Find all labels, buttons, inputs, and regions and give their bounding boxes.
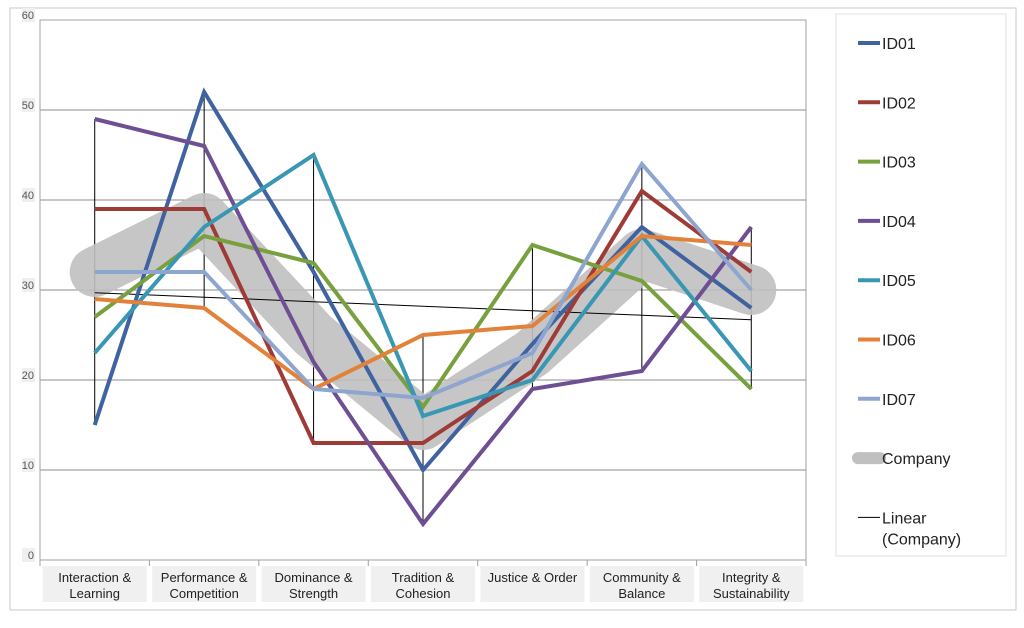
series-id07-line — [94, 160, 753, 401]
y-tick-bg — [22, 278, 35, 292]
x-tick-label-performance-competition: Performance & Competition — [161, 570, 248, 601]
y-tick-label: 20 — [22, 370, 34, 382]
legend-label-id01: ID01 — [882, 36, 916, 53]
x-tick-label-tradition-cohesion: Tradition & Cohesion — [392, 570, 455, 601]
x-tick-bg — [589, 566, 694, 602]
x-tick-label-interaction-learning: Interaction & Learning — [58, 570, 131, 601]
x-tick-bg — [699, 566, 804, 602]
legend-label-id03: ID03 — [882, 155, 916, 172]
y-tick-bg — [22, 98, 35, 112]
y-tick-bg — [22, 8, 35, 22]
series-id06-line — [94, 233, 752, 392]
series-id02-line — [94, 188, 753, 445]
legend-box — [835, 13, 1007, 557]
series-id04-line — [94, 117, 753, 528]
x-tick-label-dominance-strength: Dominance & Strength — [275, 570, 353, 601]
series-id01-line — [92, 87, 753, 474]
trendline-series — [94, 292, 752, 321]
legend-label-id04: ID04 — [882, 214, 916, 231]
company-series — [69, 193, 777, 450]
x-tick-bg — [371, 566, 475, 602]
x-tick-bg — [480, 566, 585, 602]
y-tick-bg — [22, 368, 35, 382]
y-tick-bg — [22, 458, 35, 472]
series-trendline-line — [94, 292, 752, 321]
y-tick-label: 0 — [28, 550, 34, 562]
y-tick-label: 10 — [22, 460, 34, 472]
legend-label-company: Company — [882, 451, 950, 468]
series-company-line — [69, 193, 777, 450]
series-lines — [92, 87, 753, 528]
y-tick-label: 50 — [22, 100, 34, 112]
x-tick-bg — [42, 566, 147, 602]
x-axis-ticks: Interaction & Learning Performance & Compet… — [39, 560, 807, 602]
y-tick-label: 40 — [22, 190, 34, 202]
legend-label-trendline: Linear (Company) — [882, 510, 961, 548]
y-tick-bg — [22, 548, 35, 562]
y-tick-bg — [22, 188, 35, 202]
y-axis-ticks: 0 10 20 30 40 50 60 — [22, 8, 35, 562]
y-tick-label: 60 — [22, 10, 34, 22]
y-tick-label: 30 — [22, 280, 34, 292]
legend-label-id07: ID07 — [882, 392, 916, 409]
x-tick-bg — [261, 566, 366, 602]
series-id03-line — [93, 233, 753, 411]
x-tick-label-community-balance: Community & Balance — [603, 570, 681, 601]
legend-label-id02: ID02 — [882, 95, 916, 112]
x-tick-label-justice-order: Justice & Order — [488, 570, 578, 585]
x-tick-label-integrity-sustainability: Integrity & Sustainability — [713, 570, 790, 601]
legend-label-id05: ID05 — [882, 273, 916, 290]
legend: ID01 ID02 ID03 ID04 ID05 ID06 ID07 Company Linea… — [835, 13, 1007, 557]
x-tick-bg — [152, 566, 257, 602]
plot-area — [39, 19, 807, 561]
legend-label-id06: ID06 — [882, 333, 916, 350]
